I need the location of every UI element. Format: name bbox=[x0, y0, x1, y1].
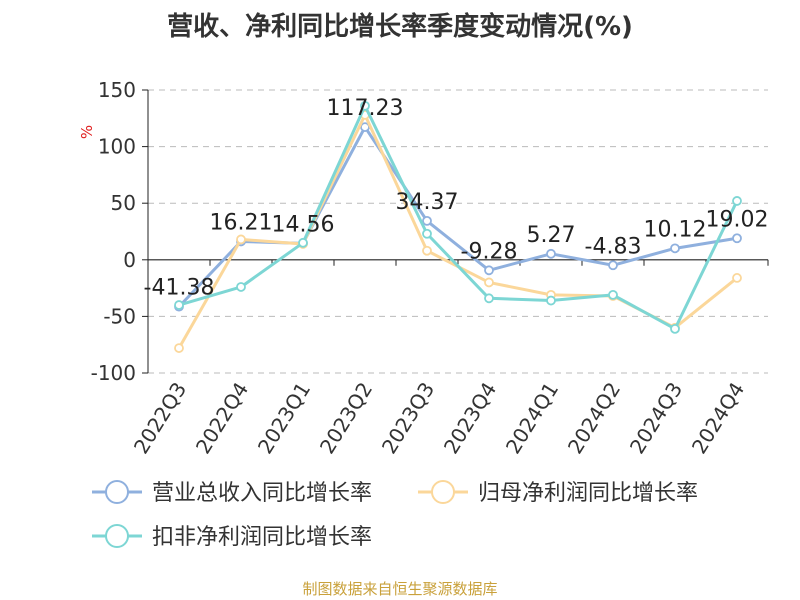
data-point bbox=[484, 265, 494, 276]
data-point bbox=[484, 293, 494, 304]
x-tick-label: 2022Q3 bbox=[129, 378, 191, 458]
data-point bbox=[608, 260, 618, 271]
series-lines bbox=[174, 100, 742, 353]
data-point bbox=[360, 100, 370, 111]
data-point bbox=[236, 234, 246, 245]
legend-marker-icon bbox=[105, 524, 129, 548]
data-point bbox=[236, 282, 246, 292]
chart-title: 营收、净利同比增长率季度变动情况(%) bbox=[167, 12, 633, 42]
data-point bbox=[298, 237, 308, 248]
y-tick-label: -50 bbox=[103, 304, 136, 328]
legend-item-2[interactable]: 归母净利润同比增长率 bbox=[418, 480, 698, 506]
data-point bbox=[670, 323, 680, 334]
data-point bbox=[422, 215, 432, 226]
y-tick-label: 150 bbox=[98, 78, 136, 102]
legend-label: 归母净利润同比增长率 bbox=[478, 481, 698, 506]
data-label: -41.38 bbox=[144, 276, 215, 301]
series-line-3 bbox=[178, 104, 739, 331]
data-label: -9.28 bbox=[461, 239, 518, 264]
data-point bbox=[422, 228, 432, 239]
legend-item-1[interactable]: 营业总收入同比增长率 bbox=[92, 480, 372, 506]
data-point bbox=[732, 233, 742, 244]
legend-label: 营业总收入同比增长率 bbox=[152, 481, 372, 506]
source-note: 制图数据来自恒生聚源数据库 bbox=[302, 580, 498, 598]
y-tick-label: 50 bbox=[111, 191, 136, 215]
data-point bbox=[732, 273, 742, 283]
x-tick-label: 2024Q3 bbox=[625, 378, 687, 458]
data-label: 5.27 bbox=[527, 223, 576, 248]
data-label: -4.83 bbox=[585, 234, 642, 259]
y-tick-label: 100 bbox=[98, 135, 136, 159]
data-point bbox=[608, 289, 618, 300]
data-point bbox=[546, 295, 556, 306]
y-tick-label: 0 bbox=[123, 248, 136, 272]
data-point bbox=[732, 196, 742, 206]
data-label: 34.37 bbox=[396, 190, 459, 215]
legend-marker-icon bbox=[105, 480, 129, 504]
x-tick-label: 2024Q1 bbox=[501, 378, 563, 458]
x-tick-label: 2024Q2 bbox=[563, 378, 625, 458]
y-tick-label: -100 bbox=[91, 361, 136, 385]
data-label: 14.56 bbox=[272, 212, 335, 237]
data-point bbox=[422, 245, 432, 256]
data-label: 10.12 bbox=[644, 217, 707, 242]
data-point bbox=[670, 243, 680, 254]
x-tick-label: 2023Q4 bbox=[439, 378, 501, 458]
y-axis-unit: % bbox=[78, 125, 96, 139]
data-point bbox=[546, 248, 556, 259]
data-label: 117.23 bbox=[327, 96, 404, 121]
x-tick-label: 2023Q3 bbox=[377, 378, 439, 458]
legend-item-3[interactable]: 扣非净利润同比增长率 bbox=[92, 524, 372, 550]
grid-lines bbox=[148, 89, 768, 374]
legend-label: 扣非净利润同比增长率 bbox=[152, 525, 372, 550]
data-label: 16.21 bbox=[210, 210, 273, 235]
data-point bbox=[484, 277, 494, 288]
x-tick-label: 2024Q4 bbox=[687, 378, 749, 458]
x-tick-label: 2022Q4 bbox=[191, 378, 253, 458]
data-label: 19.02 bbox=[706, 207, 769, 232]
data-point bbox=[174, 343, 184, 353]
legend-marker-icon bbox=[431, 480, 455, 504]
data-labels: -41.38 16.21 14.56 117.23 34.37-9.28 5.27 -4.8… bbox=[144, 96, 769, 301]
data-point bbox=[174, 300, 184, 310]
x-tick-label: 2023Q2 bbox=[315, 378, 377, 458]
x-tick-label: 2023Q1 bbox=[253, 378, 315, 458]
